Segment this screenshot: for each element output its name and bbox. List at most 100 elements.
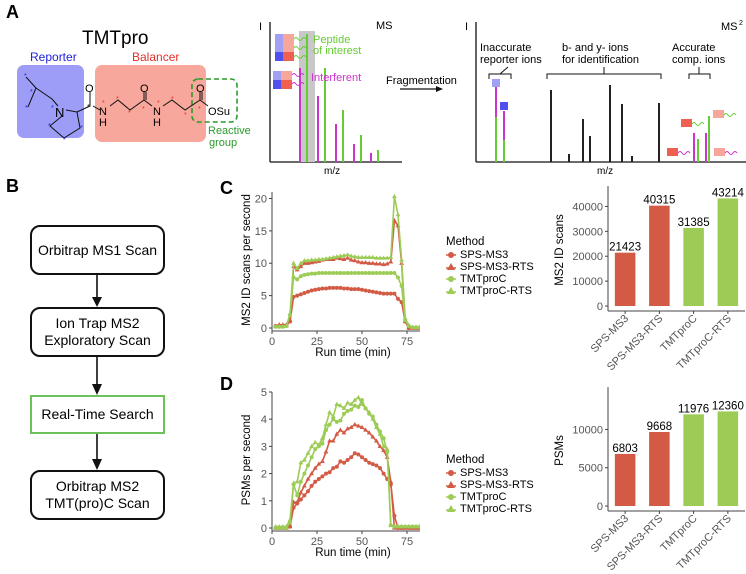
flow-arrows: [92, 275, 102, 470]
data-point: [377, 261, 383, 266]
data-point: [366, 260, 372, 265]
x-tick-label: 25: [311, 536, 323, 548]
svg-text:*: *: [25, 105, 28, 112]
data-point: [287, 517, 293, 522]
data-point: [320, 270, 325, 275]
interferent-tag-icons: [273, 71, 305, 89]
bar-tmtproc: [683, 414, 704, 506]
data-point: [316, 461, 322, 466]
data-point: [309, 257, 314, 262]
group2-label-1: b- and y- ions: [562, 42, 629, 54]
data-point: [276, 324, 282, 329]
bar-data-label: 12360: [712, 400, 744, 412]
data-point: [306, 463, 310, 468]
peptide-tag-icons: [275, 34, 307, 61]
bar-data-label: 40315: [643, 195, 675, 207]
legend-item-sps-ms3-rts: SPS-MS3-RTS: [446, 479, 534, 491]
legend-item-tmtproc: TMTproC: [446, 273, 534, 285]
data-point: [338, 459, 343, 464]
data-point: [287, 524, 293, 529]
data-point: [374, 463, 379, 468]
ms2-title: MS: [721, 21, 738, 33]
data-point: [406, 524, 412, 529]
data-point: [316, 256, 322, 261]
data-point: [273, 524, 278, 529]
tmtpro-title: TMTpro: [82, 28, 149, 49]
data-point: [381, 291, 386, 296]
svg-text:*: *: [63, 137, 66, 144]
y-axis-label: PSMs: [554, 435, 566, 466]
data-point: [342, 270, 346, 275]
y-tick-label: 10000: [572, 424, 603, 436]
series-line-sps-ms3: [275, 452, 420, 529]
peptide-label-2: of interest: [313, 45, 361, 57]
data-point: [384, 255, 390, 260]
y-tick-label: 3: [261, 441, 267, 453]
data-point: [384, 261, 390, 266]
y-tick-label: 5000: [579, 463, 603, 475]
data-point: [363, 259, 368, 265]
atom-n2: N: [99, 106, 107, 118]
data-point: [363, 288, 368, 293]
data-point: [363, 254, 368, 260]
data-point: [367, 460, 372, 465]
svg-text:*: *: [24, 73, 27, 80]
y-tick-label: 30000: [572, 226, 603, 238]
data-point: [294, 479, 300, 484]
data-point: [298, 263, 304, 269]
y-tick-label: 0: [261, 323, 267, 335]
flow-step-ms1-scan: Orbitrap MS1 Scan: [30, 225, 165, 275]
y-axis-label: PSMs per second: [241, 415, 253, 506]
legend-item-sps-ms3: SPS-MS3: [446, 467, 534, 479]
panel-label-b: B: [6, 176, 19, 196]
bar-sps-ms3: [614, 252, 636, 306]
data-point: [366, 254, 372, 260]
atom-n1: N: [55, 105, 64, 120]
y-tick-label: 0: [597, 301, 603, 313]
reactive-label-2: group: [209, 137, 237, 149]
bar-data-label: 9668: [647, 421, 673, 433]
data-point: [330, 413, 336, 419]
data-point: [378, 291, 382, 296]
flow-step-orbitrap-ms2: Orbitrap MS2 TMT(pro)C Scan: [30, 470, 165, 520]
fragmentation-arrowhead: [436, 86, 443, 92]
legend-item-sps-ms3-rts: SPS-MS3-RTS: [446, 261, 534, 273]
data-point: [341, 430, 347, 435]
svg-text:*: *: [48, 123, 51, 130]
series-line-sps-ms3-rts: [275, 423, 420, 529]
data-point: [367, 289, 372, 294]
data-point: [313, 447, 318, 452]
y-axis-label: MS2 ID scans: [554, 214, 566, 286]
data-point: [345, 400, 350, 405]
carbonyl-mark: *: [87, 104, 90, 111]
data-point: [367, 270, 372, 275]
data-point: [327, 438, 332, 443]
reporter-label: Reporter: [30, 50, 77, 64]
data-point: [370, 434, 376, 439]
atom-osu: OSu: [208, 106, 230, 118]
bar-tmtproc-rts: [717, 198, 739, 306]
data-point: [342, 286, 346, 291]
flow-step-text: Exploratory Scan: [44, 332, 151, 348]
data-point: [410, 524, 415, 529]
data-point: [316, 477, 321, 482]
legend-title: Method: [446, 454, 485, 466]
data-point: [356, 259, 361, 264]
y-tick-label: 20: [255, 193, 267, 205]
balancer-label: Balancer: [132, 50, 179, 64]
data-point: [302, 471, 307, 476]
series-line-tmtproc-rts: [275, 396, 420, 528]
data-point: [295, 277, 300, 282]
panel-label-d: D: [220, 374, 233, 394]
atom-h2: H: [99, 117, 107, 129]
data-point: [413, 324, 419, 329]
reactive-label-1: Reactive: [208, 125, 251, 137]
data-point: [388, 270, 393, 275]
data-point: [352, 422, 358, 427]
data-point: [294, 265, 300, 271]
bar-data-label: 21423: [609, 242, 641, 254]
data-point: [284, 323, 289, 328]
data-point: [381, 471, 386, 476]
data-point: [331, 270, 336, 275]
